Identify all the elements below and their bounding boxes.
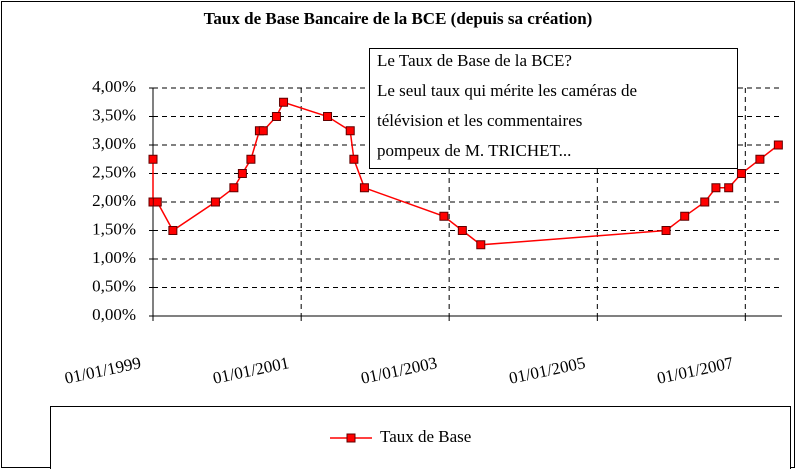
marker — [736, 169, 746, 178]
marker — [724, 183, 734, 193]
marker — [210, 197, 220, 207]
y-tick-label: 0,00% — [92, 305, 136, 324]
marker — [773, 140, 783, 150]
marker — [661, 226, 671, 235]
y-tick-label: 1,50% — [92, 219, 136, 238]
annotation-line: Le Taux de Base de la BCE? — [377, 51, 572, 70]
marker — [168, 226, 178, 235]
marker — [279, 97, 289, 107]
marker — [323, 112, 333, 121]
legend-marker — [346, 433, 356, 443]
marker — [246, 154, 256, 164]
marker — [271, 112, 281, 121]
y-tick-label: 2,00% — [92, 191, 136, 210]
y-tick-label: 2,50% — [92, 162, 136, 181]
marker — [680, 211, 690, 221]
annotation-line: pompeux de M. TRICHET... — [377, 141, 571, 160]
marker — [755, 154, 765, 164]
marker — [439, 211, 449, 221]
y-tick-label: 1,00% — [92, 248, 136, 267]
y-tick-label: 0,50% — [92, 276, 136, 295]
marker — [152, 197, 162, 207]
marker — [476, 240, 486, 250]
marker — [229, 183, 239, 193]
marker — [349, 154, 359, 164]
marker — [148, 154, 158, 164]
marker — [345, 126, 355, 136]
legend-label: Taux de Base — [380, 427, 471, 446]
marker — [700, 197, 710, 207]
legend-box — [50, 406, 791, 469]
y-tick-label: 4,00% — [92, 77, 136, 96]
marker — [711, 183, 721, 193]
marker — [237, 169, 247, 178]
chart-title: Taux de Base Bancaire de la BCE (depuis … — [204, 9, 593, 28]
annotation-line: télévision et les commentaires — [377, 111, 582, 130]
marker — [457, 226, 467, 235]
y-tick-label: 3,50% — [92, 105, 136, 124]
marker — [359, 183, 369, 193]
y-tick-label: 3,00% — [92, 134, 136, 153]
annotation-line: Le seul taux qui mérite les caméras de — [377, 81, 637, 100]
marker — [258, 126, 268, 136]
annotation-box — [369, 48, 738, 169]
